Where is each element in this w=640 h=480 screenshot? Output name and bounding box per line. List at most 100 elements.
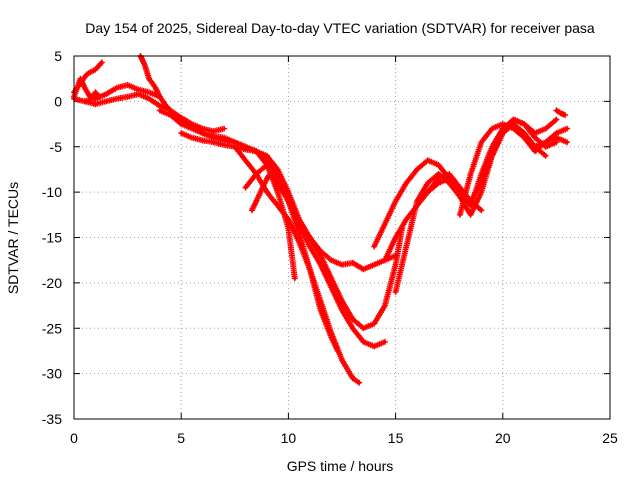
data-point [329,276,333,280]
data-point [115,86,119,90]
axis-ticks: 0 5 10 15 20 25 5 0 -5 -10 -15 -20 -25 -30 -35 [42,48,618,446]
data-point [479,140,483,144]
data-point [179,122,183,126]
data-point [147,97,151,101]
series-markers [249,166,341,354]
data-point [278,176,282,181]
data-point [265,163,269,167]
data-point [490,154,494,158]
series-track [242,161,298,282]
data-point [533,131,537,135]
data-point [190,136,194,140]
data-point [276,204,280,208]
data-point [511,117,516,122]
data-point [250,208,254,212]
data-point [329,258,333,262]
data-point [404,217,408,221]
data-point [469,204,473,208]
data-point [265,190,269,194]
data-point [469,213,473,217]
data-point [394,235,398,240]
data-point [565,140,569,144]
data-point [554,108,559,113]
y-tick-label: -10 [42,184,62,200]
data-point [93,97,98,101]
data-point [415,167,419,172]
data-point [544,154,548,158]
data-point [153,86,158,90]
data-point [329,335,333,339]
data-point [340,358,344,362]
data-point [85,72,89,76]
data-point [372,322,376,326]
series-track [137,53,399,273]
data-point [147,90,151,94]
data-point [158,108,162,113]
x-tick-label: 10 [281,430,297,446]
data-point [100,60,104,64]
data-point [511,127,516,131]
data-point [565,127,569,131]
data-point [351,317,355,321]
data-point [201,138,205,142]
data-point [168,113,173,117]
data-point [415,199,419,203]
data-point [426,158,430,162]
y-tick-label: -20 [42,275,62,291]
data-point [436,163,441,167]
data-point [563,113,567,117]
data-point [357,381,361,385]
data-point [544,140,548,144]
data-point [522,122,526,126]
data-point [490,145,494,149]
data-point [222,138,226,142]
data-point [93,102,98,106]
data-point [93,68,98,72]
data-point [254,172,258,176]
data-point [254,149,258,153]
data-point [458,213,462,217]
data-point [351,326,355,330]
data-point [404,181,408,185]
series-track [178,130,388,350]
y-tick-label: -5 [50,139,63,155]
data-point [318,263,323,267]
series-track [553,107,568,118]
data-point [361,340,366,344]
y-tick-label: -35 [42,411,62,427]
data-point [336,349,340,353]
x-axis-label: GPS time / hours [287,458,394,474]
data-point [372,344,376,348]
data-point [554,131,559,135]
data-point [201,131,205,135]
data-point [479,190,483,194]
series-markers [178,130,388,350]
data-point [83,86,87,90]
data-point [426,181,430,185]
data-point [83,99,87,103]
data-point [400,263,404,267]
data-point [271,167,275,172]
data-point [340,308,344,312]
data-point [265,176,269,181]
data-point [340,299,344,303]
data-point [222,143,226,147]
data-point [126,83,130,87]
data-point [361,326,366,330]
x-tick-label: 0 [70,430,78,446]
data-point [361,267,366,271]
y-axis-label: SDTVAR / TECUs [5,182,21,294]
data-point [318,308,323,312]
data-point [164,104,168,108]
data-point [136,92,140,96]
data-point [533,149,537,153]
data-point [308,267,312,271]
chart-title: Day 154 of 2025, Sidereal Day-to-day VTE… [85,20,595,36]
data-point [394,290,398,294]
data-point [190,127,194,131]
data-point [501,131,505,135]
data-point [479,172,483,176]
data-point [383,340,387,344]
x-tick-label: 25 [602,430,618,446]
